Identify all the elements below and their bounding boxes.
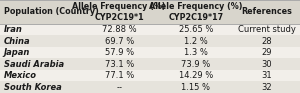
Text: 25.65 %: 25.65 %	[178, 25, 213, 34]
Text: 1.2 %: 1.2 %	[184, 37, 208, 46]
Bar	[0, 81, 300, 93]
Bar	[0, 24, 300, 35]
Bar	[0, 70, 300, 81]
Text: Japan: Japan	[4, 48, 30, 57]
Text: Current study: Current study	[238, 25, 296, 34]
Text: 1.3 %: 1.3 %	[184, 48, 208, 57]
Text: 28: 28	[262, 37, 272, 46]
Text: China: China	[4, 37, 30, 46]
Text: 1.15 %: 1.15 %	[181, 83, 210, 92]
Text: Allele Frequency (%)
CYP2C19*1: Allele Frequency (%) CYP2C19*1	[73, 2, 166, 22]
Text: 31: 31	[262, 71, 272, 80]
Text: --: --	[116, 83, 122, 92]
Text: Population (Country): Population (Country)	[4, 7, 98, 16]
Text: 73.1 %: 73.1 %	[105, 60, 134, 69]
Bar	[0, 47, 300, 58]
Text: Allele Frequency (%)
CYP2C19*17: Allele Frequency (%) CYP2C19*17	[149, 2, 242, 22]
Bar	[0, 0, 81, 24]
Text: 57.9 %: 57.9 %	[105, 48, 134, 57]
Text: Iran: Iran	[4, 25, 22, 34]
Text: 73.9 %: 73.9 %	[181, 60, 210, 69]
Text: 72.88 %: 72.88 %	[102, 25, 136, 34]
Text: Saudi Arabia: Saudi Arabia	[4, 60, 64, 69]
Bar	[0, 35, 300, 47]
Bar	[158, 0, 234, 24]
Text: 32: 32	[262, 83, 272, 92]
Bar	[81, 0, 158, 24]
Text: References: References	[242, 7, 292, 16]
Text: South Korea: South Korea	[4, 83, 61, 92]
Text: Mexico: Mexico	[4, 71, 37, 80]
Bar	[0, 58, 300, 70]
Text: 77.1 %: 77.1 %	[105, 71, 134, 80]
Text: 14.29 %: 14.29 %	[178, 71, 213, 80]
Text: 69.7 %: 69.7 %	[105, 37, 134, 46]
Text: 29: 29	[262, 48, 272, 57]
Bar	[234, 0, 300, 24]
Text: 30: 30	[262, 60, 272, 69]
